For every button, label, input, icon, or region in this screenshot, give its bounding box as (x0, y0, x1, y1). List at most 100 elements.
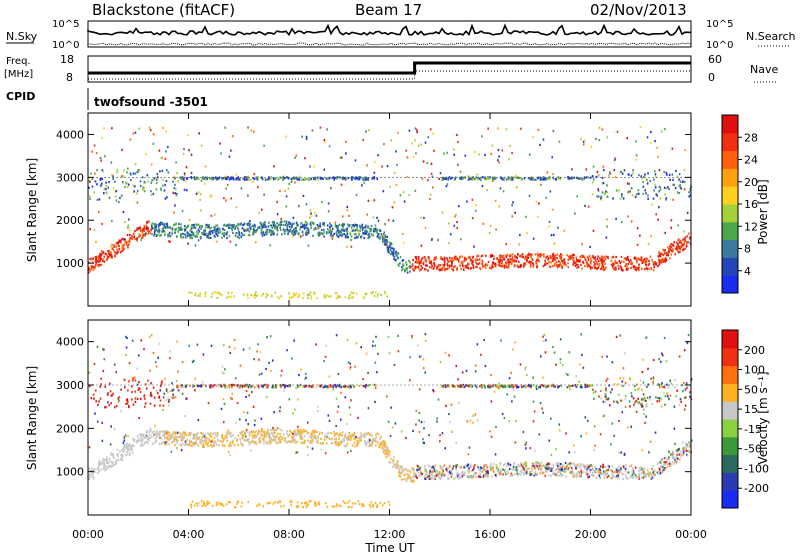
data-point (535, 260, 537, 263)
data-point (594, 390, 597, 393)
data-point (174, 204, 176, 207)
data-point (143, 181, 146, 184)
data-point (409, 261, 411, 264)
data-point (263, 233, 266, 237)
data-point (134, 390, 137, 393)
data-point (645, 336, 648, 339)
data-point (587, 476, 589, 479)
data-point (297, 224, 300, 227)
data-point (494, 199, 497, 203)
data-point (326, 224, 329, 227)
data-point (612, 471, 614, 474)
data-point (203, 435, 206, 438)
data-point (152, 192, 155, 195)
data-point (468, 470, 471, 473)
data-point (142, 234, 144, 237)
data-point (644, 261, 647, 264)
data-point (104, 252, 107, 255)
data-point (271, 294, 273, 297)
data-point (318, 501, 320, 504)
data-point (533, 178, 536, 181)
data-point (571, 177, 574, 180)
data-point (414, 261, 417, 264)
data-point (401, 265, 403, 269)
data-point (167, 226, 169, 229)
data-point (482, 475, 484, 478)
data-point (240, 384, 243, 387)
data-point (540, 183, 542, 186)
data-point (223, 231, 226, 235)
data-point (499, 468, 502, 471)
data-point (138, 381, 140, 384)
data-point (639, 126, 642, 129)
data-point (374, 227, 377, 230)
data-point (661, 465, 664, 469)
data-point (115, 199, 118, 202)
data-point (183, 188, 186, 191)
data-point (196, 343, 199, 346)
data-point (424, 268, 426, 271)
data-point (224, 368, 226, 371)
data-point (151, 179, 153, 182)
data-point (141, 444, 144, 447)
data-point (330, 442, 333, 445)
data-point (287, 435, 289, 438)
data-point (661, 385, 664, 388)
data-point (608, 465, 611, 468)
data-point (261, 294, 263, 297)
data-point (159, 385, 162, 388)
data-point (162, 178, 164, 181)
data-point (323, 168, 326, 171)
data-point (562, 468, 565, 471)
data-point (628, 465, 631, 468)
data-point (486, 188, 488, 192)
data-point (233, 338, 236, 341)
data-point (408, 129, 411, 132)
data-point (603, 260, 605, 263)
data-point (642, 181, 644, 184)
data-point (438, 264, 440, 267)
data-point (99, 462, 102, 465)
data-point (410, 266, 412, 269)
data-point (656, 471, 659, 474)
data-point (331, 505, 334, 508)
data-point (389, 434, 392, 438)
data-point (342, 177, 344, 180)
data-point (542, 176, 545, 179)
data-point (175, 438, 178, 442)
data-point (238, 233, 241, 237)
data-point (479, 385, 481, 388)
data-point (269, 442, 272, 445)
data-point (260, 232, 263, 235)
data-point (474, 370, 477, 373)
data-point (262, 225, 264, 229)
data-point (338, 223, 341, 226)
data-point (647, 172, 649, 175)
data-point (485, 464, 487, 467)
data-point (319, 177, 322, 180)
data-point (131, 448, 134, 451)
data-point (591, 473, 593, 477)
data-point (646, 136, 649, 139)
data-point (319, 225, 322, 228)
data-point (210, 383, 212, 387)
data-point (355, 439, 358, 442)
data-point (195, 292, 197, 295)
data-point (525, 255, 527, 258)
data-point (429, 128, 432, 131)
data-point (524, 257, 526, 260)
data-point (616, 467, 618, 470)
data-point (330, 187, 332, 190)
data-point (411, 263, 414, 266)
data-point (594, 465, 596, 468)
data-point (281, 233, 283, 236)
data-point (197, 239, 200, 242)
data-point (180, 232, 182, 236)
data-point (322, 177, 324, 180)
data-point (586, 255, 589, 259)
data-point (181, 431, 184, 435)
data-point (155, 226, 157, 229)
data-point (424, 141, 427, 144)
data-point (271, 428, 274, 431)
data-point (406, 267, 408, 270)
